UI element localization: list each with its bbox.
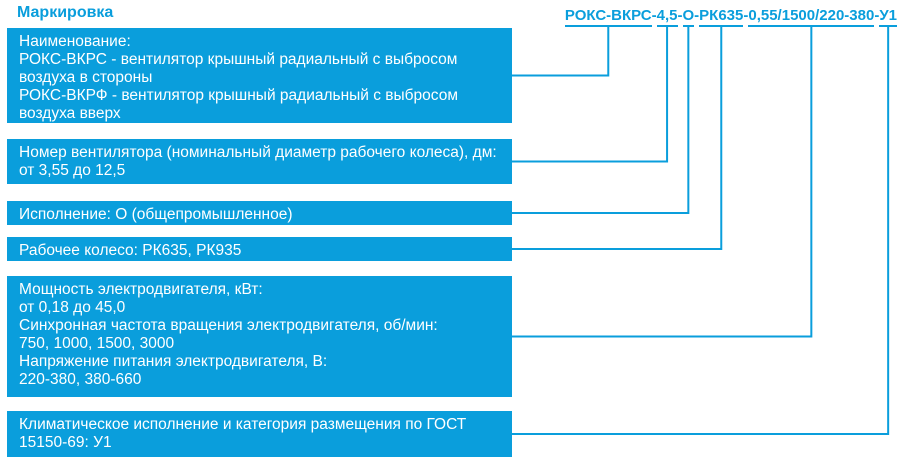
spec-box-impeller: Рабочее колесо: РК635, РК935 — [7, 237, 512, 261]
code-segment-1: 4,5 — [656, 7, 678, 27]
code-segment-2: О — [682, 7, 695, 27]
spec-line: Наименование: — [19, 33, 131, 50]
page-title: Маркировка — [17, 4, 114, 21]
spec-line: РОКС-ВКРФ - вентилятор крышный радиальны… — [19, 87, 459, 104]
spec-line: 220-380, 380-660 — [19, 371, 142, 388]
spec-line: Рабочее колесо: РК635, РК935 — [19, 242, 242, 259]
code-segment-4: 0,55/1500/220-380 — [748, 7, 875, 27]
spec-box-motor: Мощность электродвигателя, кВт: от 0,18 д… — [7, 276, 512, 397]
code-segment-3: РК635 — [699, 7, 744, 27]
spec-line: от 3,55 до 12,5 — [19, 162, 126, 179]
connector-climatic — [512, 27, 890, 435]
spec-line: Мощность электродвигателя, кВт: — [19, 281, 263, 298]
spec-box-name: Наименование: РОКС-ВКРС - вентилятор крыш… — [7, 28, 512, 123]
spec-line: воздуха в стороны — [19, 69, 153, 86]
code-separator: - — [694, 7, 700, 24]
code-segment-5: У1 — [879, 7, 897, 27]
product-code: РОКС-ВКРС-4,5-О-РК635-0,55/1500/220-380-… — [564, 7, 897, 27]
code-segment-0: РОКС-ВКРС — [564, 7, 652, 27]
spec-line: 15150-69: У1 — [19, 434, 112, 451]
connector-motor — [512, 27, 813, 338]
connector-name — [512, 27, 610, 77]
spec-line: Климатическое исполнение и категория раз… — [19, 416, 467, 433]
spec-line: РОКС-ВКРС - вентилятор крышный радиальны… — [19, 51, 458, 68]
spec-box-fan-number: Номер вентилятора (номинальный диаметр р… — [7, 139, 512, 184]
code-separator: - — [874, 7, 880, 24]
spec-line: от 0,18 до 45,0 — [19, 299, 126, 316]
spec-line: Исполнение: О (общепромышленное) — [19, 206, 293, 223]
spec-line: воздуха вверх — [19, 105, 121, 122]
spec-line: Номер вентилятора (номинальный диаметр р… — [19, 144, 497, 161]
code-separator: - — [743, 7, 749, 24]
connector-fan-number — [512, 27, 669, 163]
spec-box-climatic: Климатическое исполнение и категория раз… — [7, 411, 512, 457]
spec-line: Синхронная частота вращения электродвига… — [19, 317, 438, 334]
spec-box-design: Исполнение: О (общепромышленное) — [7, 201, 512, 225]
spec-line: Напряжение питания электродвигателя, В: — [19, 353, 328, 370]
connector-design — [512, 27, 690, 214]
code-separator: - — [651, 7, 657, 24]
connector-impeller — [512, 27, 723, 250]
spec-line: 750, 1000, 1500, 3000 — [19, 335, 175, 352]
code-separator: - — [677, 7, 683, 24]
